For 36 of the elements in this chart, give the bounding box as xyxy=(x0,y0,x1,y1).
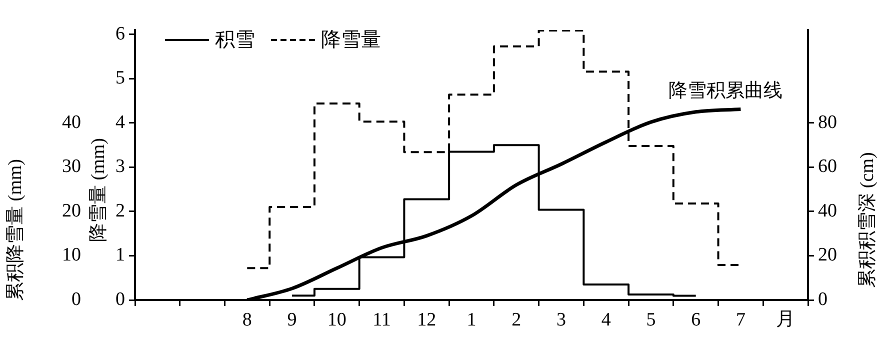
legend-label: 积雪 xyxy=(215,28,255,53)
y-axis-title: 降雪量 (mm) xyxy=(88,138,109,242)
y3-tick-label: 20 xyxy=(62,200,81,222)
y2-tick-label: 40 xyxy=(818,200,837,222)
x-tick-label: 5 xyxy=(646,309,656,330)
y3-tick-label: 0 xyxy=(72,288,81,310)
y-tick-label: 2 xyxy=(116,200,125,222)
y-tick-label: 4 xyxy=(116,112,126,133)
y3-tick-label: 40 xyxy=(62,112,81,133)
x-tick-label: 1 xyxy=(466,309,476,330)
y2-tick-label: 60 xyxy=(818,156,837,178)
x-tick-label: 4 xyxy=(601,309,612,330)
x-tick-label: 7 xyxy=(736,309,746,330)
x-tick-label: 10 xyxy=(327,309,346,330)
x-tick-label: 11 xyxy=(372,309,391,330)
x-tick-label: 9 xyxy=(287,309,297,330)
y3-tick-label: 10 xyxy=(62,244,81,266)
series-label: 降雪积累曲线 xyxy=(668,80,783,102)
y-tick-label: 6 xyxy=(116,23,125,44)
x-tick-label: 3 xyxy=(556,309,566,330)
y-tick-label: 0 xyxy=(116,288,125,310)
x-tick-label: 6 xyxy=(691,309,701,330)
legend-label: 降雪量 xyxy=(321,28,381,53)
x-axis-title: 月 xyxy=(776,308,796,330)
y2-tick-label: 20 xyxy=(818,244,837,266)
y-tick-label: 3 xyxy=(116,156,125,178)
y2-axis-title: 累积积雪深 (cm) xyxy=(856,152,878,288)
x-tick-label: 12 xyxy=(417,309,436,330)
y2-tick-label: 80 xyxy=(818,112,837,133)
y-tick-label: 1 xyxy=(116,244,125,266)
x-tick-label: 2 xyxy=(512,309,522,330)
y2-tick-label: 0 xyxy=(818,288,828,310)
y3-tick-label: 30 xyxy=(62,156,81,178)
x-tick-label: 8 xyxy=(242,309,252,330)
y3-axis-title: 累积降雪量 (mm) xyxy=(4,159,26,301)
y-tick-label: 5 xyxy=(116,68,125,89)
